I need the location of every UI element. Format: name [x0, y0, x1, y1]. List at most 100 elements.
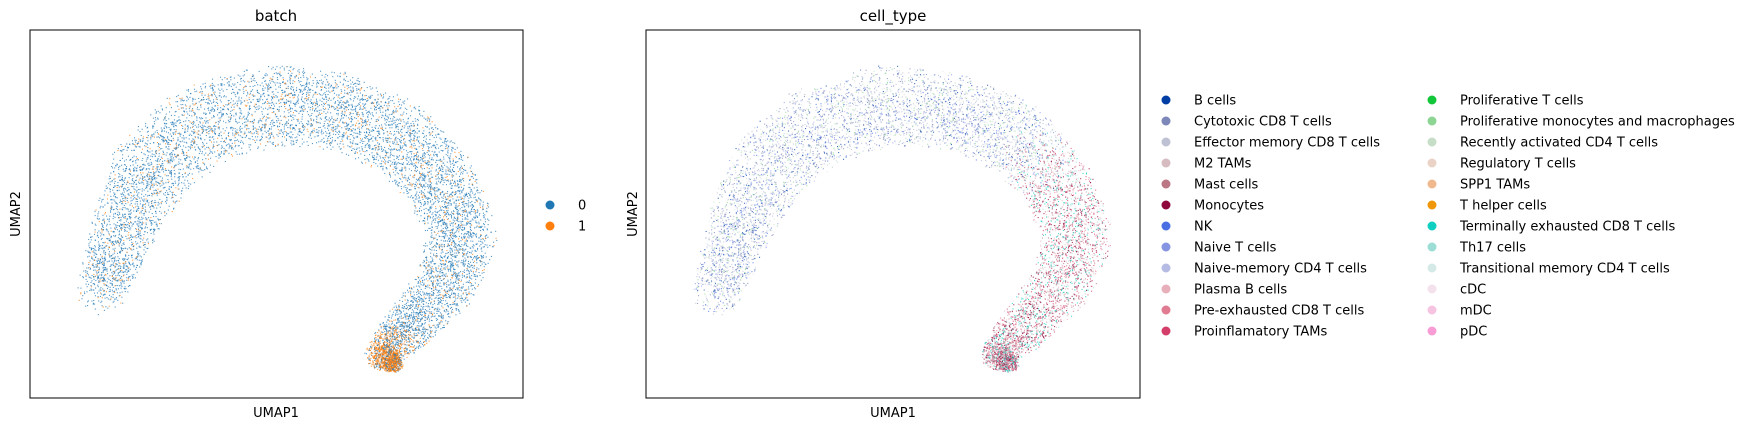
cell-point [474, 202, 475, 203]
cell-point [176, 101, 177, 102]
cell-point [320, 100, 321, 101]
cell-point [100, 232, 101, 233]
cell-point [388, 355, 389, 356]
cell-point [296, 140, 297, 141]
cell-point [339, 108, 340, 109]
cell-point [358, 157, 359, 158]
cell-point [136, 224, 137, 225]
cell-point [101, 201, 102, 202]
cell-point [365, 145, 366, 146]
cell-point [185, 104, 186, 105]
cell-point [469, 280, 470, 281]
cell-point [217, 150, 218, 151]
cell-point [391, 149, 392, 150]
cell-point [405, 344, 406, 345]
cell-point [141, 174, 142, 175]
cell-point [445, 228, 446, 229]
cell-point [114, 299, 115, 300]
cell-point [231, 86, 232, 87]
cell-point [390, 331, 391, 332]
cell-point [126, 225, 127, 226]
cell-point [248, 128, 249, 129]
cell-point [193, 168, 194, 169]
cell-point [202, 129, 203, 130]
cell-point [100, 207, 101, 208]
cell-point [451, 217, 452, 218]
cell-point [407, 154, 408, 155]
cell-point [299, 146, 300, 147]
cell-point [391, 127, 392, 128]
cell-point [411, 185, 412, 186]
cell-point [210, 101, 211, 102]
cell-point [279, 103, 280, 104]
cell-point [437, 311, 438, 312]
cell-point [140, 255, 141, 256]
cell-point [375, 139, 376, 140]
cell-point [374, 345, 375, 346]
cell-point [389, 105, 390, 106]
cell-point [197, 137, 198, 138]
cell-point [121, 179, 122, 180]
cell-point [99, 282, 100, 283]
cell-point [292, 87, 293, 88]
cell-point [259, 108, 260, 109]
cell-point [481, 239, 482, 240]
cell-point [340, 73, 341, 74]
cell-point [118, 173, 119, 174]
cell-point [178, 137, 179, 138]
cell-point [405, 168, 406, 169]
cell-point [410, 129, 411, 130]
cell-point [224, 151, 225, 152]
cell-point [135, 160, 136, 161]
cell-point [414, 322, 415, 323]
cell-point [213, 92, 214, 93]
cell-point [166, 123, 167, 124]
cell-point [98, 231, 99, 232]
cell-point [465, 194, 466, 195]
cell-point [396, 366, 397, 367]
cell-point [182, 115, 183, 116]
cell-point [222, 79, 223, 80]
cell-point [472, 193, 473, 194]
cell-point [278, 129, 279, 130]
cell-point [119, 234, 120, 235]
cell-point [368, 358, 369, 359]
cell-point [456, 207, 457, 208]
cell-point [189, 107, 190, 108]
cell-point [120, 144, 121, 145]
cell-point [255, 142, 256, 143]
cell-point [441, 315, 442, 316]
cell-point [473, 271, 474, 272]
cell-point [424, 221, 425, 222]
cell-point [376, 109, 377, 110]
cell-point [109, 234, 110, 235]
cell-point [211, 111, 212, 112]
cell-point [286, 134, 287, 135]
cell-point [355, 97, 356, 98]
cell-point [244, 132, 245, 133]
cell-point [261, 136, 262, 137]
cell-point [475, 193, 476, 194]
cell-point [139, 179, 140, 180]
cell-point [385, 355, 386, 356]
cell-point [340, 143, 341, 144]
cell-point [277, 82, 278, 83]
cell-point [392, 149, 393, 150]
cell-point [124, 265, 125, 266]
cell-point [87, 286, 88, 287]
cell-point [427, 186, 428, 187]
cell-point [137, 206, 138, 207]
cell-point [326, 141, 327, 142]
cell-point [329, 83, 330, 84]
cell-point [464, 265, 465, 266]
cell-point [423, 303, 424, 304]
cell-point [449, 169, 450, 170]
cell-point [403, 355, 404, 356]
cell-point [450, 252, 451, 253]
cell-point [352, 109, 353, 110]
cell-point [380, 106, 381, 107]
cell-point [221, 116, 222, 117]
cell-point [439, 294, 440, 295]
cell-point [480, 235, 481, 236]
cell-point [143, 138, 144, 139]
